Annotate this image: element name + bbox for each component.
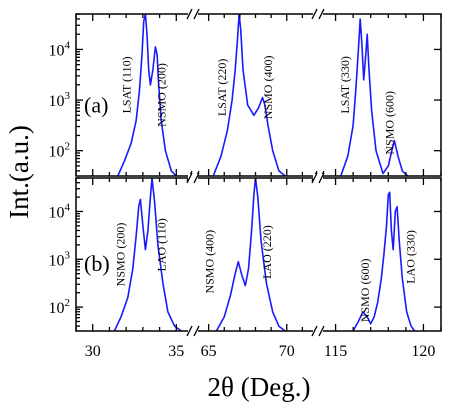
axis-break-mark [311, 8, 318, 20]
axis-break-mark [186, 172, 193, 184]
peak-label: LAO (330) [404, 230, 418, 284]
axis-break-gap [188, 10, 198, 18]
y-tick-exponent: 3 [65, 249, 71, 261]
y-tick-label: 104 [49, 201, 71, 221]
peak-label: LAO (220) [260, 225, 274, 279]
panel-label: (a) [84, 93, 108, 118]
axis-break-gap [188, 327, 198, 335]
peak-label: NSMO (200) [154, 63, 168, 127]
y-tick-exponent: 4 [65, 201, 71, 213]
series-line-b-2 [215, 178, 286, 331]
axis-break-mark [311, 325, 318, 337]
peak-label: LSAT (220) [215, 59, 229, 116]
series-line-a-2 [212, 14, 286, 176]
y-tick-label: 103 [49, 249, 71, 269]
y-tick-exponent: 3 [65, 90, 71, 102]
axis-break-mark [318, 8, 325, 20]
x-tick-label: 30 [85, 343, 101, 360]
panel-label: (b) [84, 251, 110, 276]
x-tick-label: 115 [324, 343, 347, 360]
axis-break-gap [313, 10, 323, 18]
peak-label: LSAT (330) [338, 56, 352, 113]
axis-break-mark [186, 8, 193, 20]
y-tick-exponent: 2 [65, 141, 71, 153]
panel-frame [75, 177, 442, 332]
axis-break-mark [193, 172, 200, 184]
peak-label: LAO (110) [154, 218, 168, 271]
y-tick-exponent: 4 [65, 39, 71, 51]
x-tick-label: 120 [411, 343, 435, 360]
axis-break-mark [318, 325, 325, 337]
y-axis-title: Int.(a.u.) [4, 125, 34, 219]
x-tick-label: 35 [168, 343, 184, 360]
panel-a: 102 103 104 LSAT (110) NSMO (200) LSAT (220) N… [49, 8, 442, 182]
peak-label: NSMO (600) [358, 259, 372, 323]
axis-break-mark [193, 8, 200, 20]
y-tick-label: 103 [49, 90, 71, 110]
peak-label: NSMO (400) [261, 56, 275, 120]
peak-label: LSAT (110) [119, 56, 133, 113]
y-tick-label: 102 [49, 297, 71, 317]
axis-break-gap [188, 174, 198, 182]
axis-break-mark [193, 325, 200, 337]
series-line-b-1 [113, 178, 182, 331]
axis-break-gap [313, 327, 323, 335]
peak-label: NSMO (400) [202, 230, 216, 294]
axis-break-mark [318, 172, 325, 184]
axis-break-mark [186, 325, 193, 337]
axis-break-mark [311, 172, 318, 184]
x-tick-label: 70 [279, 343, 295, 360]
panel-frame [75, 13, 442, 177]
peak-label: NSMO (200) [114, 223, 128, 287]
y-tick-label: 104 [49, 39, 71, 59]
series-line-a-1 [117, 14, 177, 176]
x-axis-title: 2θ (Deg.) [208, 372, 311, 402]
plot-area: 102 103 104 LSAT (110) NSMO (200) LSAT (220) N… [49, 8, 442, 360]
series-line-a-3 [340, 18, 409, 176]
peak-label: NSMO (600) [383, 91, 397, 155]
x-tick-label: 65 [201, 343, 217, 360]
axis-break-gap [313, 174, 323, 182]
y-tick-exponent: 2 [65, 297, 71, 309]
series-line-b-3 [352, 191, 416, 331]
panel-b: 102 103 104 NSMO (200) LAO (110) NSMO (400) LA… [49, 172, 442, 337]
y-tick-label: 102 [49, 141, 71, 161]
